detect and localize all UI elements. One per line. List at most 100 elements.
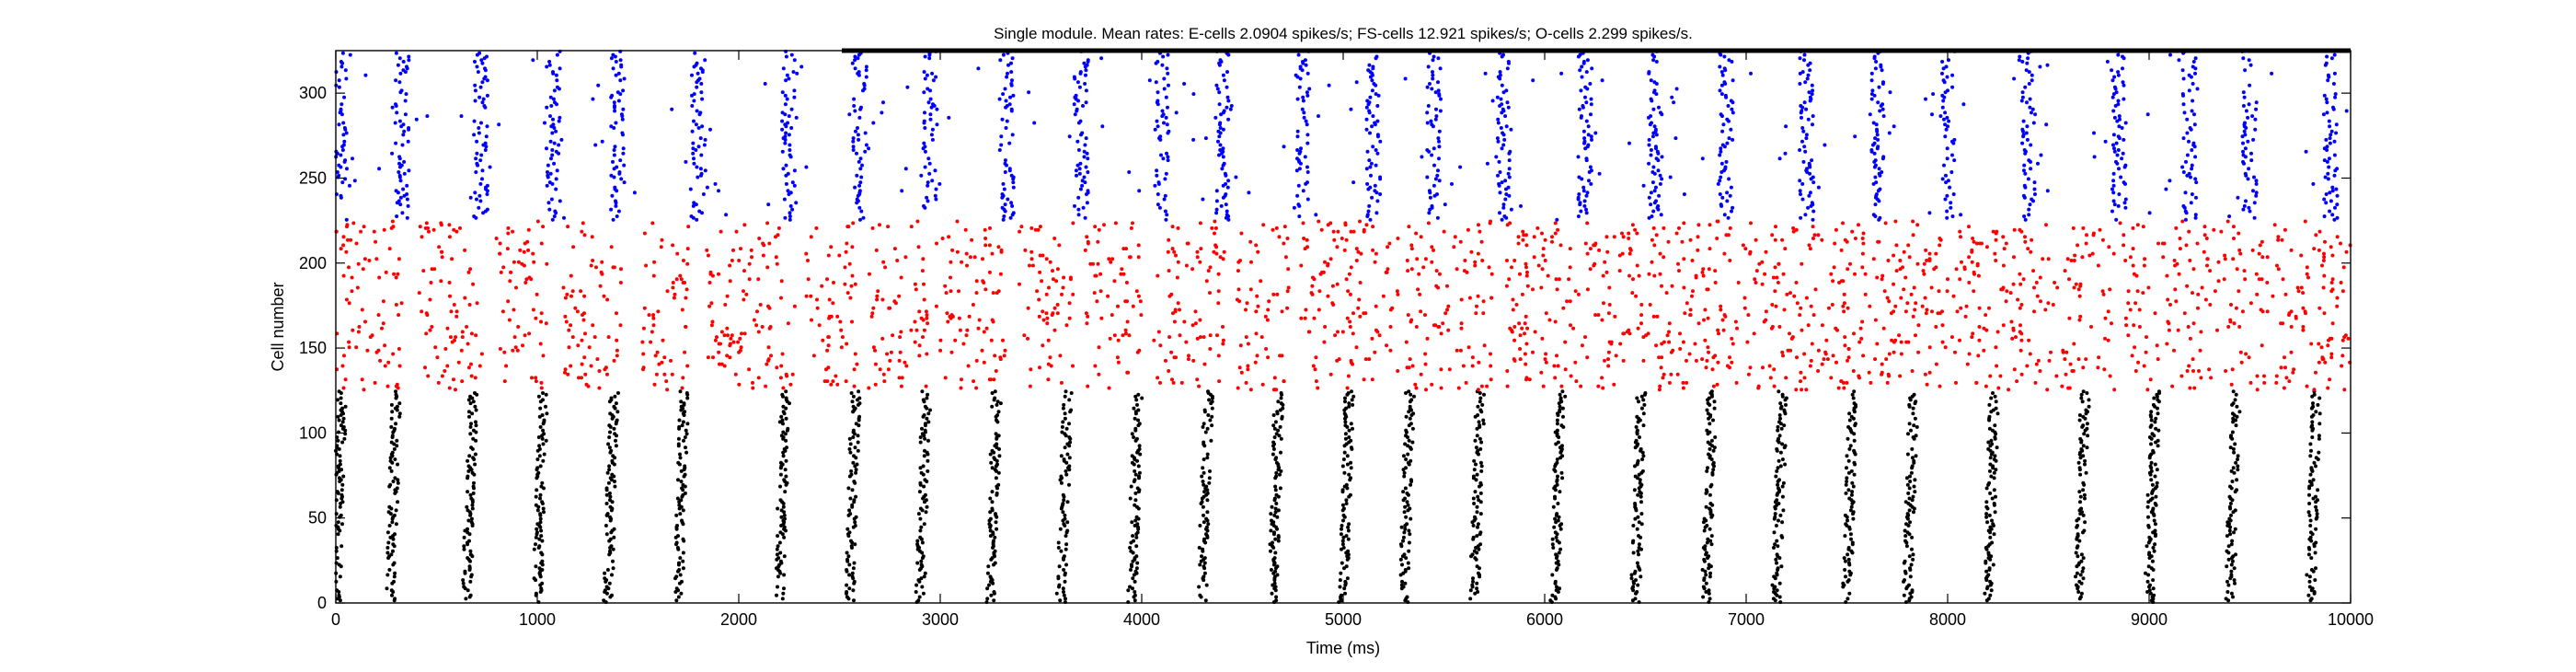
spike-point [926, 420, 931, 424]
spike-point [600, 139, 604, 144]
spike-point [751, 386, 755, 390]
spike-point [2077, 579, 2082, 584]
spike-point [1052, 328, 1057, 332]
spike-point [1636, 326, 1640, 330]
spike-point [2197, 369, 2201, 373]
spike-point [1209, 438, 1213, 443]
spike-point [477, 51, 482, 55]
spike-point [612, 404, 616, 409]
spike-point [471, 282, 476, 286]
spike-point [374, 257, 379, 261]
spike-point [614, 401, 618, 406]
spike-point [1954, 380, 1958, 385]
spike-point [338, 454, 342, 458]
spike-point [2122, 233, 2126, 238]
spike-point [988, 516, 993, 521]
spike-point [1849, 414, 1854, 419]
spike-point [1731, 342, 1735, 346]
spike-point [1388, 348, 1393, 353]
spike-point [1140, 396, 1144, 400]
spike-point [1404, 458, 1409, 461]
spike-point [1221, 257, 1225, 261]
spike-point [1479, 440, 1484, 445]
spike-point [1207, 476, 1212, 481]
spike-point [1279, 396, 1283, 400]
spike-point [1990, 442, 1995, 446]
spike-point [2310, 435, 2315, 439]
spike-point [1272, 426, 1277, 431]
spike-point [2023, 239, 2028, 244]
spike-point [1203, 598, 1208, 603]
spike-point [615, 90, 620, 95]
spike-point [2192, 386, 2197, 390]
spike-point [2294, 314, 2298, 319]
spike-point [545, 183, 549, 188]
spike-point [390, 593, 394, 597]
spike-point [2084, 470, 2088, 475]
spike-point [1770, 303, 1775, 307]
spike-point [361, 267, 365, 272]
spike-point [342, 139, 347, 144]
spike-point [995, 413, 1000, 417]
spike-point [611, 566, 615, 571]
spike-point [1158, 343, 1163, 348]
spike-point [1550, 542, 1555, 547]
spike-points [334, 49, 2352, 605]
spike-point [1845, 454, 1849, 458]
spike-point [1097, 227, 1101, 232]
spike-point [2229, 469, 2234, 473]
spike-point [1136, 255, 1141, 260]
spike-point [681, 508, 685, 513]
spike-point [523, 281, 528, 284]
spike-point [1547, 318, 1552, 322]
spike-point [1370, 377, 1374, 382]
spike-point [396, 500, 400, 504]
spike-point [1637, 546, 1641, 550]
spike-point [1777, 502, 1781, 505]
spike-point [1553, 516, 1558, 521]
spike-point [1478, 436, 1482, 441]
spike-point [1402, 470, 1407, 475]
spike-point [1682, 257, 1686, 261]
spike-point [1560, 389, 1565, 394]
spike-point [680, 579, 684, 584]
spike-point [1974, 241, 1979, 246]
spike-point [2132, 272, 2136, 276]
spike-point [1696, 223, 1701, 227]
spike-point [1029, 367, 1033, 372]
spike-point [2236, 458, 2239, 461]
spike-point [2007, 388, 2011, 392]
spike-point [1905, 482, 1910, 487]
spike-point [2142, 263, 2146, 268]
spike-point [2016, 297, 2020, 302]
spike-point [653, 353, 658, 358]
spike-point [1302, 237, 1306, 240]
spike-point [822, 379, 827, 384]
spike-point [918, 481, 923, 485]
spike-point [1439, 331, 1443, 336]
spike-point [1861, 241, 1866, 246]
spike-point [1553, 595, 1558, 599]
spike-point [1317, 307, 1321, 312]
spike-point [1371, 225, 1375, 229]
spike-point [682, 401, 686, 406]
spike-point [613, 432, 617, 436]
spike-point [2178, 237, 2182, 240]
spike-point [612, 426, 616, 431]
spike-point [1851, 396, 1856, 400]
spike-point [2019, 303, 2024, 307]
spike-point [1760, 260, 1765, 264]
spike-point [1777, 478, 1781, 482]
spike-point [335, 556, 339, 561]
spike-point [1195, 377, 1200, 382]
spike-point [849, 284, 854, 288]
spike-point [468, 432, 473, 436]
spike-point [742, 223, 747, 227]
spike-point [1712, 400, 1717, 404]
spike-point [535, 219, 540, 224]
spike-point [2172, 259, 2177, 262]
spike-point [1637, 273, 1641, 278]
spike-point [1479, 469, 1484, 473]
spike-point [1057, 243, 1062, 248]
spike-point [1694, 358, 1698, 363]
